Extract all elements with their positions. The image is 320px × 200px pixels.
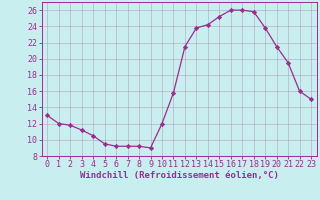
X-axis label: Windchill (Refroidissement éolien,°C): Windchill (Refroidissement éolien,°C)	[80, 171, 279, 180]
